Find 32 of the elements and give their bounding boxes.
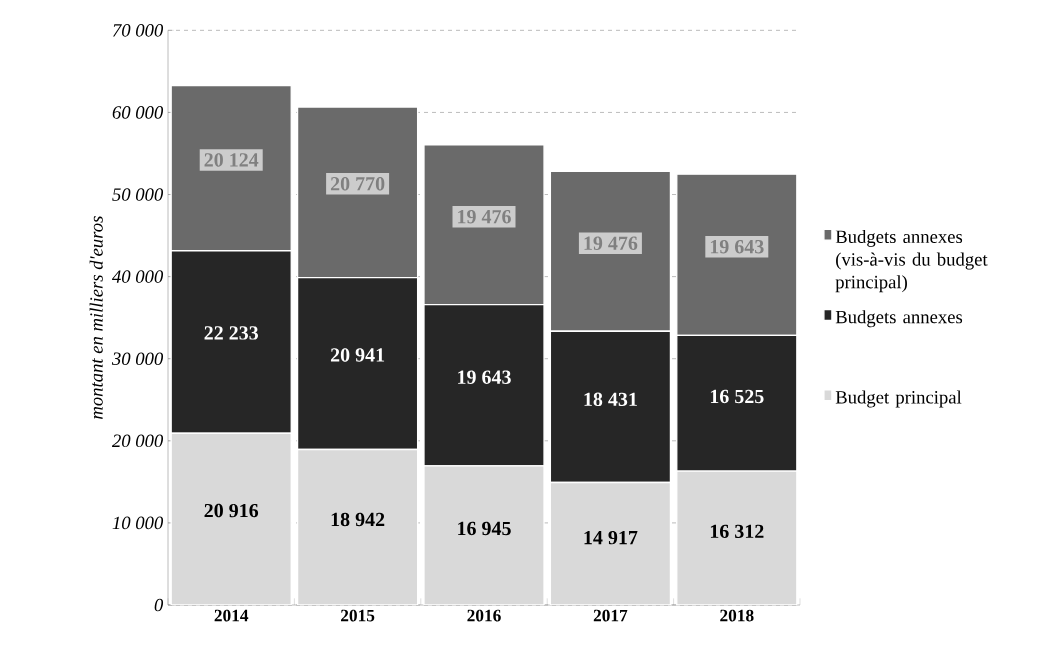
x-tick-label: 2014 bbox=[214, 609, 249, 622]
legend-label: Budgets annexes bbox=[835, 310, 963, 328]
data-label: 20 941 bbox=[330, 348, 385, 362]
y-tick-label: 40 000 bbox=[112, 270, 164, 283]
x-tick-label: 2016 bbox=[467, 609, 501, 622]
legend-label: Budget principal bbox=[835, 390, 962, 408]
data-label: 20 770 bbox=[330, 177, 385, 191]
data-label: 18 431 bbox=[584, 392, 637, 407]
data-label: 19 476 bbox=[584, 236, 638, 250]
data-label: 14 917 bbox=[584, 530, 638, 545]
y-tick-label: 70 000 bbox=[113, 24, 164, 37]
y-tick-label: 60 000 bbox=[112, 106, 164, 119]
y-tick-label: 50 000 bbox=[112, 188, 164, 201]
data-label: 22 233 bbox=[204, 326, 259, 340]
x-tick-label: 2018 bbox=[720, 609, 754, 622]
legend-label: Budgets annexes (vis-à-vis du budget principal) bbox=[835, 229, 988, 293]
y-tick-label: 0 bbox=[154, 598, 164, 612]
data-label: 16 312 bbox=[710, 524, 764, 539]
data-label: 19 643 bbox=[710, 240, 764, 254]
data-label: 16 945 bbox=[458, 521, 511, 536]
data-label: 20 916 bbox=[204, 503, 259, 518]
y-axis-title: montant en milliers d'euros bbox=[89, 216, 103, 419]
data-label: 19 643 bbox=[458, 370, 511, 384]
data-label: 18 942 bbox=[331, 512, 385, 527]
y-tick-label: 10 000 bbox=[112, 516, 164, 530]
data-label: 19 476 bbox=[458, 209, 511, 224]
x-tick-label: 2015 bbox=[341, 609, 375, 622]
data-label: 16 525 bbox=[710, 389, 764, 404]
y-tick-label: 20 000 bbox=[111, 434, 164, 448]
y-tick-label: 30 000 bbox=[111, 352, 164, 366]
data-label: 20 124 bbox=[204, 153, 259, 167]
x-tick-label: 2017 bbox=[593, 609, 628, 622]
